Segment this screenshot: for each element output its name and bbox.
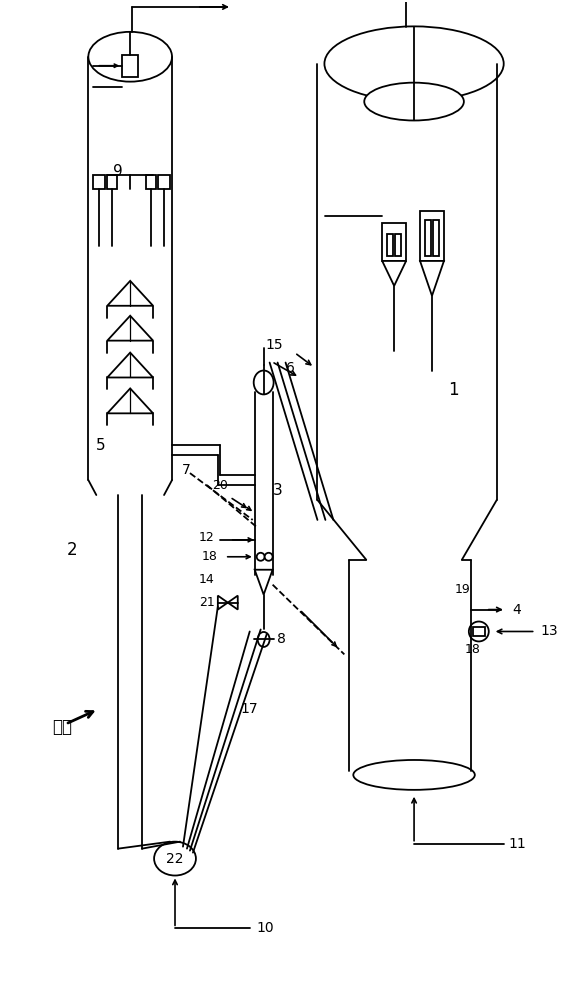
Text: 19: 19 [455,583,471,596]
Text: 8: 8 [277,632,286,646]
Bar [158,175,170,189]
Text: 22: 22 [166,852,184,866]
Ellipse shape [353,760,475,790]
Polygon shape [107,316,153,341]
Polygon shape [420,261,444,296]
Bar [382,223,406,261]
Text: 2: 2 [67,541,78,559]
Ellipse shape [253,371,274,394]
Polygon shape [218,596,228,610]
Text: 11: 11 [509,837,527,851]
Text: 3: 3 [273,483,283,498]
Text: 4: 4 [513,603,522,617]
Text: 14: 14 [199,573,215,586]
Circle shape [469,622,489,641]
Text: 21: 21 [199,596,215,609]
Text: 18: 18 [202,550,218,563]
Text: 12: 12 [199,531,215,544]
Bar [93,175,105,189]
Polygon shape [228,596,238,610]
Bar [146,175,156,189]
Text: 7: 7 [182,463,191,477]
Text: 18: 18 [465,643,481,656]
Text: 10: 10 [257,921,274,935]
Polygon shape [382,261,406,286]
Bar [387,234,393,256]
Ellipse shape [88,32,172,82]
Polygon shape [255,570,273,595]
Bar [420,211,444,261]
Bar [395,234,401,256]
Text: 6: 6 [286,361,295,375]
Text: 原料: 原料 [52,718,72,736]
Ellipse shape [364,83,464,120]
Bar [107,175,117,189]
Bar [473,627,485,636]
Ellipse shape [154,842,196,876]
Text: 20: 20 [212,479,228,492]
Bar [122,55,138,77]
Text: 5: 5 [96,438,105,453]
Polygon shape [107,388,153,413]
Text: 9: 9 [114,164,123,179]
Text: 17: 17 [241,702,259,716]
Polygon shape [107,281,153,306]
Polygon shape [107,353,153,377]
Text: 15: 15 [266,338,283,352]
Circle shape [257,553,265,561]
Bar [433,220,439,256]
Ellipse shape [324,26,504,101]
Bar [425,220,431,256]
Circle shape [265,553,273,561]
Text: 13: 13 [541,624,558,638]
Text: 1: 1 [448,381,459,399]
